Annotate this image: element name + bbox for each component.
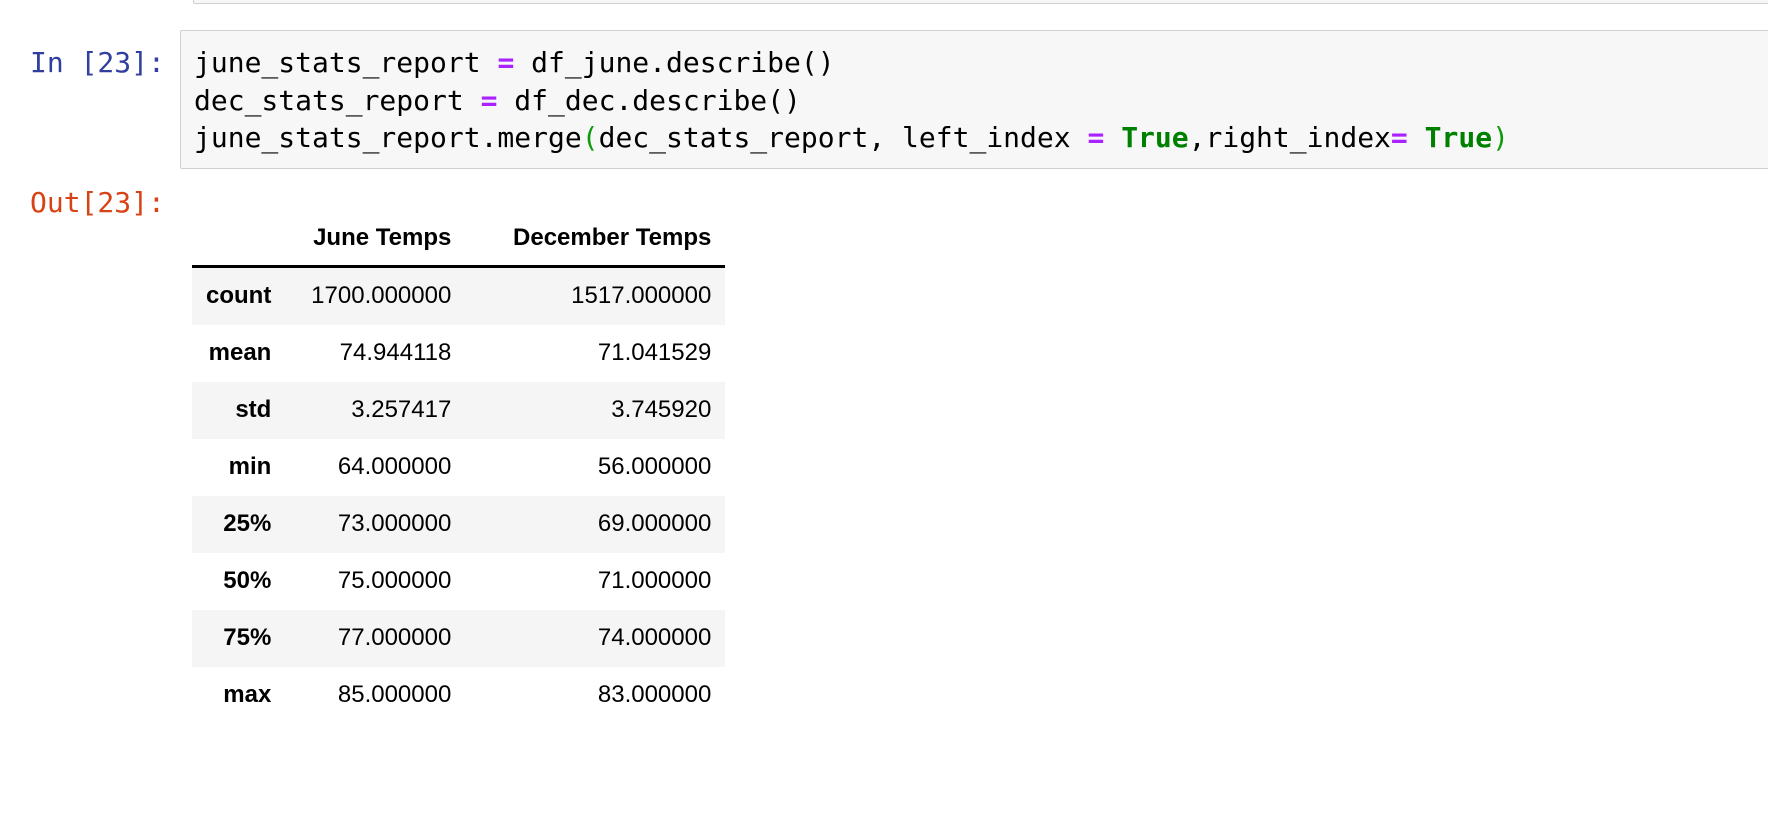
- table-cell: 75.000000: [337, 567, 452, 594]
- table-cell: 3.745920: [611, 396, 712, 423]
- code-line: june_stats_report.merge(dec_stats_report…: [194, 119, 1768, 157]
- code-token: df_dec.describe(): [497, 83, 801, 117]
- table-row: std 3.257417 3.745920: [192, 381, 726, 439]
- table-row: mean 74.944118 71.041529: [192, 325, 725, 382]
- row-index-label: count: [206, 282, 272, 309]
- table-cell: 64.000000: [337, 453, 452, 480]
- bracket-token: (: [581, 121, 599, 154]
- table-cell: 74.944118: [339, 339, 452, 366]
- keyword-token: True: [1121, 121, 1189, 154]
- row-index-label: min: [228, 453, 272, 480]
- code-editor[interactable]: june_stats_report = df_june.describe() d…: [180, 30, 1768, 169]
- operator-token: =: [1390, 121, 1408, 154]
- row-index-label: std: [235, 396, 272, 423]
- operator-token: =: [1087, 121, 1105, 154]
- table-cell: 1700.000000: [311, 282, 452, 309]
- code-token: df_june.describe(): [514, 46, 835, 79]
- row-index-label: mean: [208, 339, 272, 366]
- code-token: dec_stats_report: [194, 83, 481, 117]
- bracket-token: ): [1492, 121, 1509, 154]
- code-token: [1408, 121, 1425, 154]
- table-row: 25% 73.000000 69.000000: [192, 495, 726, 553]
- table-cell: 71.041529: [597, 339, 712, 366]
- column-header-june: June Temps: [285, 212, 466, 268]
- keyword-token: True: [1424, 121, 1493, 154]
- table-cell: 3.257417: [351, 396, 452, 423]
- code-line: dec_stats_report = df_dec.describe(): [194, 82, 1768, 120]
- row-index-label: max: [223, 681, 272, 708]
- table-cell: 1517.000000: [571, 282, 712, 309]
- table-cell: 73.000000: [337, 510, 452, 537]
- code-token: june_stats_report.merge: [194, 121, 582, 154]
- table-cell: 71.000000: [597, 567, 712, 594]
- row-index-label: 50%: [223, 567, 272, 594]
- operator-token: =: [480, 83, 498, 117]
- table-cell: 85.000000: [337, 681, 452, 708]
- code-line: june_stats_report = df_june.describe(): [194, 44, 1768, 82]
- output-prompt: Out[23]:: [30, 186, 165, 219]
- code-token: dec_stats_report, left_index: [598, 121, 1088, 154]
- table-row: 75% 77.000000 74.000000: [192, 609, 726, 667]
- row-index-label: 25%: [223, 510, 272, 537]
- table-row: 50% 75.000000 71.000000: [192, 553, 725, 610]
- table-row: max 85.000000 83.000000: [192, 667, 725, 724]
- column-header-december: December Temps: [465, 212, 726, 268]
- output-dataframe-table: June Temps December Temps count 1700.000…: [192, 212, 726, 724]
- code-token: june_stats_report: [194, 46, 498, 79]
- table-cell: 77.000000: [337, 624, 452, 651]
- code-token: ,right_index: [1188, 121, 1391, 154]
- input-prompt: In [23]:: [30, 46, 165, 79]
- operator-token: =: [497, 46, 515, 79]
- table-cell: 69.000000: [597, 510, 712, 537]
- table-cell: 56.000000: [597, 453, 712, 480]
- table-row: min 64.000000 56.000000: [192, 439, 725, 496]
- code-token: [1104, 121, 1121, 154]
- table-cell: 74.000000: [597, 624, 712, 651]
- table-header-row: June Temps December Temps: [192, 212, 726, 268]
- index-column-header: [192, 212, 286, 268]
- table-row: count 1700.000000 1517.000000: [192, 266, 726, 325]
- row-index-label: 75%: [223, 624, 272, 651]
- previous-cell-edge: [193, 0, 1768, 4]
- table-cell: 83.000000: [597, 681, 712, 708]
